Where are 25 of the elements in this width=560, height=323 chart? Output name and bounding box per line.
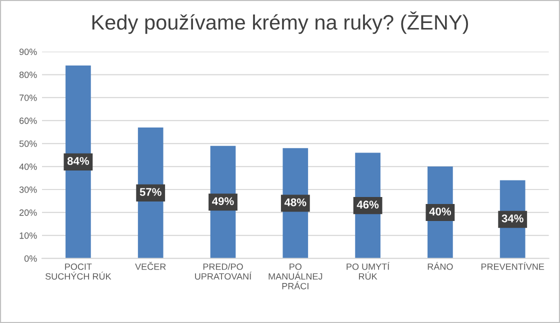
data-label: 46% xyxy=(356,200,379,209)
y-tick-label: 60% xyxy=(20,118,37,124)
y-tick-label: 30% xyxy=(19,186,37,193)
y-tick-label: 90% xyxy=(19,48,37,56)
x-tick-label: PO MANUÁLNEJ PRÁCI xyxy=(268,264,322,290)
chart-title: Kedy používame krémy na ruky? (ŽENY) xyxy=(92,11,468,34)
x-tick-label: VEČER xyxy=(135,262,166,270)
y-tick-label: 20% xyxy=(20,209,37,216)
x-tick-label: PO UMYTÍ RÚK xyxy=(346,262,390,280)
y-tick-label: 50% xyxy=(19,140,37,147)
x-tick-label: PRED/PO UPRATOVANÍ xyxy=(195,263,252,280)
data-label: 48% xyxy=(284,198,306,206)
x-tick-label: RÁNO xyxy=(428,262,453,270)
data-label: 57% xyxy=(140,188,162,196)
data-label: 40% xyxy=(429,208,452,216)
y-tick-label: 80% xyxy=(19,72,37,78)
data-label: 34% xyxy=(502,214,524,222)
y-tick-label: 70% xyxy=(20,94,37,101)
data-label: 84% xyxy=(67,157,90,165)
y-tick-label: 40% xyxy=(19,163,37,170)
y-tick-label: 0% xyxy=(24,255,37,262)
data-label: 49% xyxy=(212,197,234,206)
x-tick-label: POCIT SUCHÝCH RÚK xyxy=(46,264,112,280)
y-tick-label: 10% xyxy=(20,232,37,239)
x-tick-label: PREVENTÍVNE xyxy=(481,262,544,270)
